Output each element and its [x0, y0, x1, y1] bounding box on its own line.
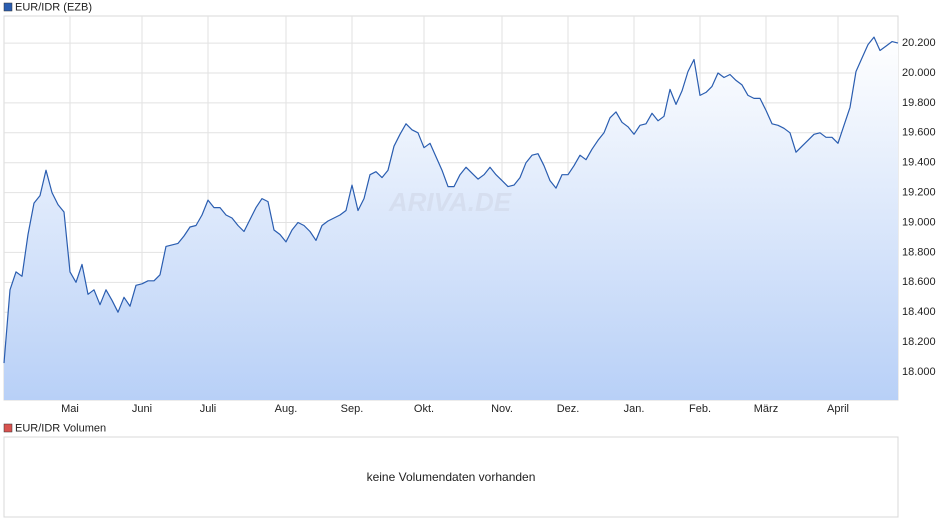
x-tick-label: Nov.: [491, 403, 513, 415]
y-tick-label: 19.000: [902, 216, 936, 228]
legend-swatch: [3, 2, 13, 12]
x-tick-label: Juli: [200, 403, 217, 415]
y-tick-label: 19.400: [902, 157, 936, 169]
y-tick-label: 18.600: [902, 276, 936, 288]
legend-swatch: [3, 423, 13, 433]
x-tick-label: Okt.: [414, 403, 434, 415]
x-tick-label: März: [754, 403, 778, 415]
x-tick-label: Sep.: [341, 403, 364, 415]
area: [4, 37, 898, 400]
y-tick-label: 18.000: [902, 366, 936, 378]
y-tick-label: 20.200: [902, 37, 936, 49]
volume-panel: [3, 436, 899, 518]
x-tick-label: April: [827, 403, 849, 415]
x-tick-label: Aug.: [275, 403, 298, 415]
y-tick-label: 18.200: [902, 336, 936, 348]
x-tick-label: Jan.: [624, 403, 645, 415]
legend-label: EUR/IDR (EZB): [15, 1, 92, 13]
x-tick-label: Dez.: [557, 403, 580, 415]
watermark: ARIVA.DE: [388, 187, 512, 217]
y-tick-label: 18.800: [902, 246, 936, 258]
y-tick-label: 19.800: [902, 97, 936, 109]
x-tick-label: Juni: [132, 403, 152, 415]
x-tick-label: Mai: [61, 403, 79, 415]
x-tick-label: Feb.: [689, 403, 711, 415]
legend-label: EUR/IDR Volumen: [15, 422, 106, 434]
y-tick-label: 18.400: [902, 306, 936, 318]
y-tick-label: 19.200: [902, 187, 936, 199]
line: [3, 36, 899, 364]
y-tick-label: 20.000: [902, 67, 936, 79]
y-tick-label: 19.600: [902, 127, 936, 139]
volume-message: keine Volumendaten vorhanden: [367, 470, 536, 484]
